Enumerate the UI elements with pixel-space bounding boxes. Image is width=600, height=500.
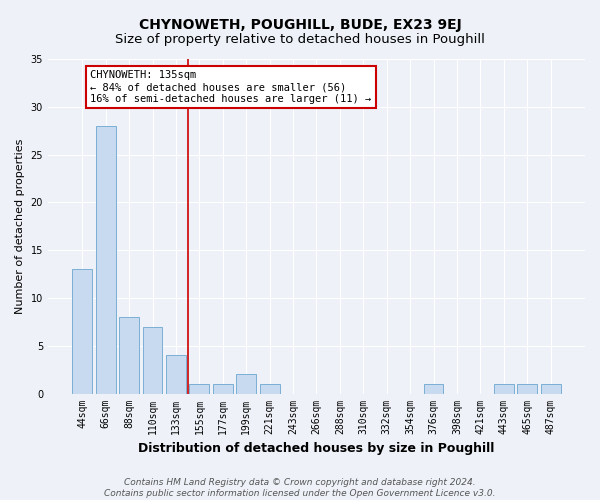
- Bar: [424, 384, 443, 394]
- Bar: [119, 317, 139, 394]
- Bar: [541, 384, 560, 394]
- Bar: [73, 270, 92, 394]
- X-axis label: Distribution of detached houses by size in Poughill: Distribution of detached houses by size …: [138, 442, 494, 455]
- Text: CHYNOWETH, POUGHILL, BUDE, EX23 9EJ: CHYNOWETH, POUGHILL, BUDE, EX23 9EJ: [139, 18, 461, 32]
- Bar: [143, 326, 163, 394]
- Text: Size of property relative to detached houses in Poughill: Size of property relative to detached ho…: [115, 32, 485, 46]
- Text: Contains HM Land Registry data © Crown copyright and database right 2024.
Contai: Contains HM Land Registry data © Crown c…: [104, 478, 496, 498]
- Y-axis label: Number of detached properties: Number of detached properties: [15, 138, 25, 314]
- Bar: [260, 384, 280, 394]
- Bar: [166, 356, 186, 394]
- Bar: [190, 384, 209, 394]
- Text: CHYNOWETH: 135sqm
← 84% of detached houses are smaller (56)
16% of semi-detached: CHYNOWETH: 135sqm ← 84% of detached hous…: [91, 70, 372, 104]
- Bar: [494, 384, 514, 394]
- Bar: [236, 374, 256, 394]
- Bar: [213, 384, 233, 394]
- Bar: [96, 126, 116, 394]
- Bar: [517, 384, 537, 394]
